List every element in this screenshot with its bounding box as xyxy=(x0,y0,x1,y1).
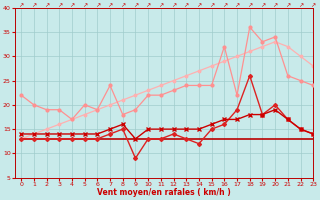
X-axis label: Vent moyen/en rafales ( km/h ): Vent moyen/en rafales ( km/h ) xyxy=(97,188,231,197)
